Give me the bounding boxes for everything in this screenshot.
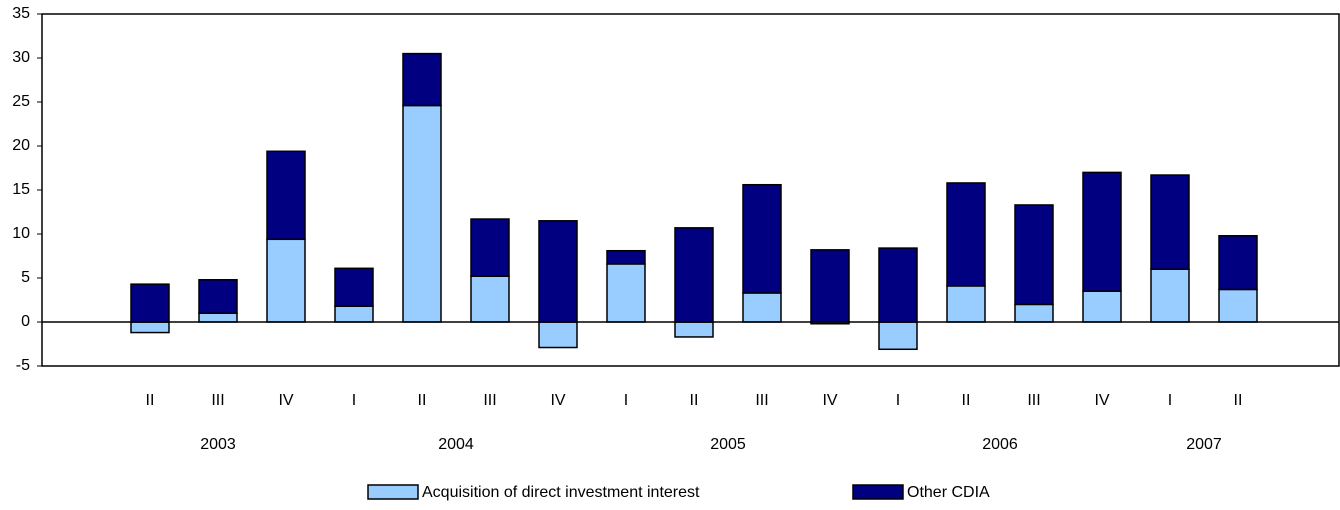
y-tick-label: 25: [12, 93, 30, 110]
bar: [538, 220, 578, 323]
bar: [742, 292, 782, 323]
bar: [470, 275, 510, 323]
legend-swatch: [852, 484, 904, 500]
bar: [674, 321, 714, 338]
x-group-label: 2004: [438, 436, 474, 453]
x-tick-label: II: [418, 392, 427, 409]
legend-swatch: [367, 484, 419, 500]
bar: [198, 312, 238, 323]
x-tick-label: II: [962, 392, 971, 409]
x-tick-label: III: [483, 392, 496, 409]
bar: [1014, 303, 1054, 323]
bar: [1082, 171, 1122, 292]
bar: [266, 150, 306, 241]
y-tick-label: 15: [12, 181, 30, 198]
x-tick-label: IV: [550, 392, 565, 409]
bar: [1150, 174, 1190, 270]
x-tick-label: III: [211, 392, 224, 409]
y-tick-label: 10: [12, 225, 30, 242]
x-tick-label: III: [1027, 392, 1040, 409]
bar: [1082, 290, 1122, 323]
x-tick-label: II: [1234, 392, 1243, 409]
bar: [538, 321, 578, 349]
x-tick-label: IV: [278, 392, 293, 409]
bar: [878, 321, 918, 351]
x-group-label: 2003: [200, 436, 236, 453]
y-tick-label: 0: [21, 313, 30, 330]
x-tick-label: II: [146, 392, 155, 409]
bar: [130, 321, 170, 334]
x-tick-label: III: [755, 392, 768, 409]
legend-label: Other CDIA: [907, 484, 990, 501]
x-tick-label: I: [352, 392, 356, 409]
bar: [742, 183, 782, 294]
bar: [334, 305, 374, 323]
bar: [946, 285, 986, 323]
bar: [606, 263, 646, 323]
bar: [606, 249, 646, 265]
x-group-label: 2005: [710, 436, 746, 453]
x-group-label: 2007: [1186, 436, 1222, 453]
y-tick-label: 5: [21, 269, 30, 286]
bar: [946, 182, 986, 287]
bar: [130, 283, 170, 323]
x-tick-label: I: [896, 392, 900, 409]
x-tick-label: IV: [1094, 392, 1109, 409]
x-tick-label: II: [690, 392, 699, 409]
bar: [198, 279, 238, 314]
plot-frame: [41, 13, 1340, 367]
x-tick-label: I: [624, 392, 628, 409]
bar: [1218, 288, 1258, 323]
y-tick-label: 35: [12, 5, 30, 22]
bar: [1014, 204, 1054, 306]
bar: [266, 238, 306, 323]
x-tick-label: I: [1168, 392, 1172, 409]
bar: [1218, 235, 1258, 291]
x-tick-label: IV: [822, 392, 837, 409]
bar: [402, 52, 442, 107]
bar: [674, 227, 714, 323]
bar: [334, 267, 374, 307]
y-tick-label: 20: [12, 137, 30, 154]
y-tick-label: 30: [12, 49, 30, 66]
bar: [470, 218, 510, 277]
y-tick-label: -5: [16, 357, 30, 374]
bar: [1150, 268, 1190, 323]
bar: [878, 247, 918, 323]
legend-label: Acquisition of direct investment interes…: [422, 484, 700, 501]
bar: [810, 249, 850, 323]
x-group-label: 2006: [982, 436, 1018, 453]
bar: [402, 104, 442, 323]
